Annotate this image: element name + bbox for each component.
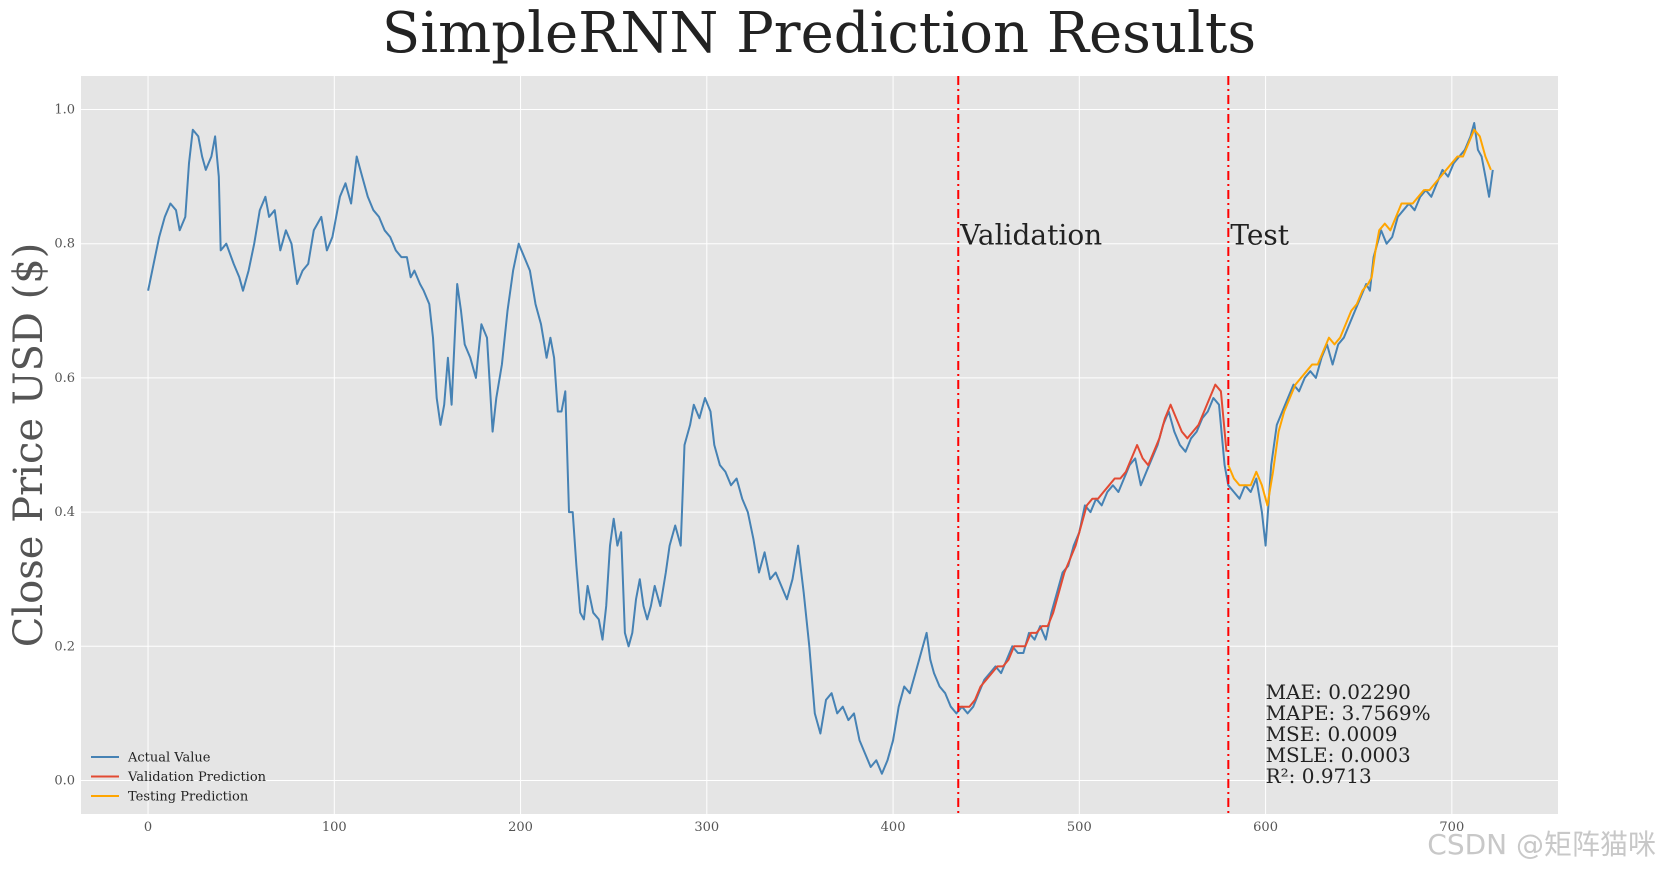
- divider-label-validation: Validation: [959, 219, 1102, 252]
- chart-title: SimpleRNN Prediction Results: [382, 1, 1256, 66]
- metric-line: MAPE: 3.7569%: [1266, 701, 1431, 725]
- y-tick-label: 0.4: [54, 505, 75, 520]
- y-tick-label: 0.2: [54, 639, 75, 654]
- legend-entry-label: Actual Value: [127, 751, 211, 766]
- series-line-actual-value: [147, 122, 1494, 775]
- watermark-text: CSDN @矩阵猫咪: [1427, 828, 1656, 861]
- x-tick-label: 300: [694, 820, 719, 835]
- metric-line: MSLE: 0.0003: [1266, 743, 1411, 767]
- x-tick-label: 500: [1067, 820, 1092, 835]
- x-tick-label: 100: [322, 820, 347, 835]
- legend-entry-label: Testing Prediction: [128, 790, 249, 805]
- grid: [81, 76, 1558, 814]
- legend-entry-label: Validation Prediction: [127, 770, 267, 785]
- axis-ticks: 0 100 200 300 400 500 600 700 0.0 0.2 0.4 0.6 0.8 1.0: [54, 103, 1464, 835]
- y-tick-label: 0.6: [54, 371, 75, 386]
- legend: Actual Value Validation Prediction Testing…: [91, 751, 267, 805]
- split-dividers: Validation Test: [957, 76, 1290, 814]
- x-tick-label: 600: [1253, 820, 1278, 835]
- x-tick-label: 200: [508, 820, 533, 835]
- series-line-testing-prediction: [1227, 128, 1492, 507]
- metric-line: MSE: 0.0009: [1266, 722, 1398, 746]
- y-tick-label: 1.0: [54, 103, 75, 118]
- y-tick-label: 0.0: [54, 773, 75, 788]
- y-tick-label: 0.8: [54, 237, 75, 252]
- x-tick-label: 700: [1439, 820, 1464, 835]
- series-group: [147, 122, 1494, 775]
- y-axis-label: Close Price USD ($): [6, 243, 52, 648]
- plot-background: [81, 76, 1558, 814]
- metric-line: MAE: 0.02290: [1266, 680, 1411, 704]
- x-tick-label: 0: [144, 820, 152, 835]
- divider-label-test: Test: [1230, 219, 1289, 252]
- x-tick-label: 400: [881, 820, 906, 835]
- metric-line: R²: 0.9713: [1266, 764, 1372, 788]
- series-line-validation-prediction: [958, 383, 1228, 708]
